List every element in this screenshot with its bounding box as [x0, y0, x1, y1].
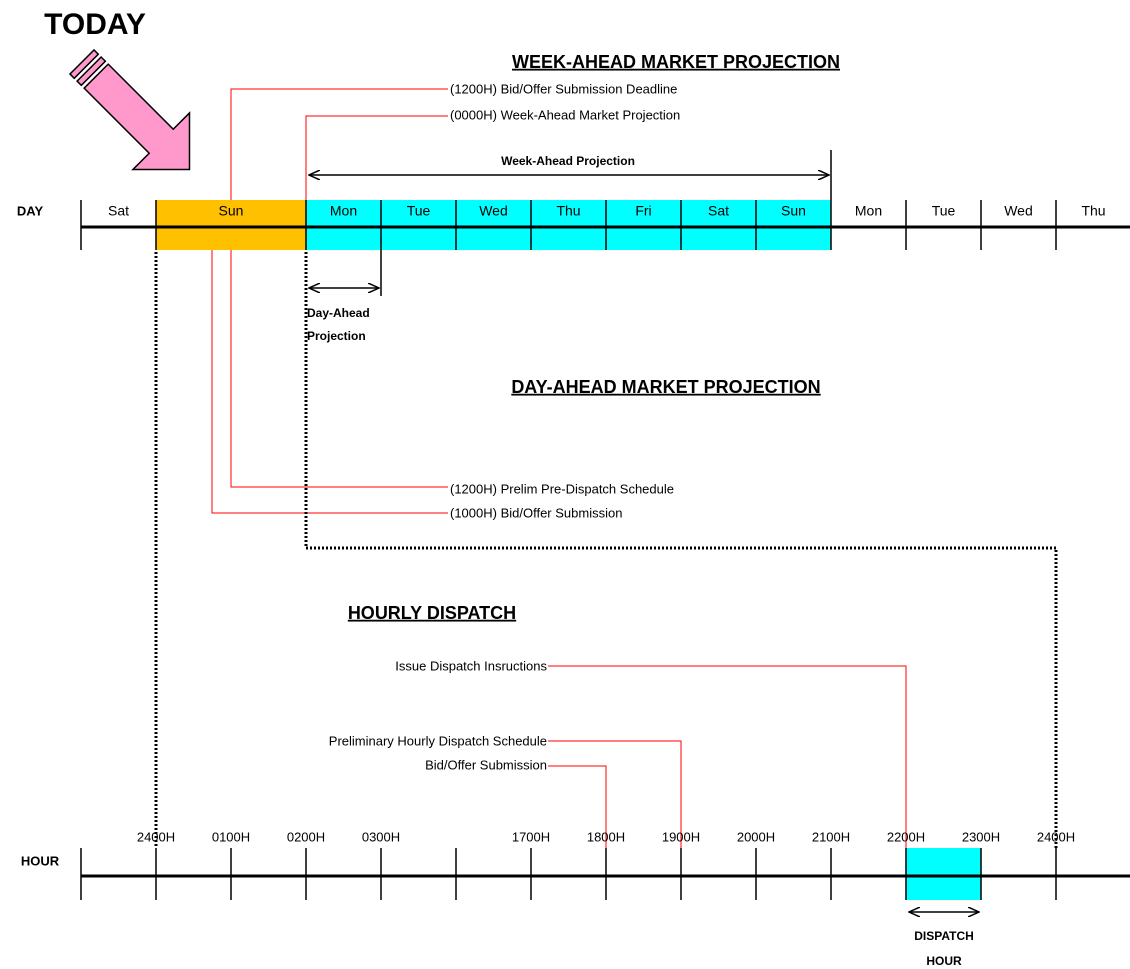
day-label: Fri	[635, 203, 651, 219]
today-arrow	[54, 34, 218, 198]
day-row: DAY Sat Sun Mon Tue Wed Thu Fri Sat Sun Mon Tue Wed…	[17, 200, 1130, 250]
span-label: Week-Ahead Projection	[501, 154, 635, 168]
annotation: (1200H) Prelim Pre-Dispatch Schedule	[450, 481, 674, 496]
timeline-diagram: TODAY WEEK-AHEAD MARKET PROJECTION (1200…	[0, 0, 1130, 969]
day-label: Sun	[781, 203, 806, 219]
annotation: (1200H) Bid/Offer Submission Deadline	[450, 81, 677, 96]
hour-label: 0100H	[212, 829, 250, 844]
hour-label: 2000H	[737, 829, 775, 844]
hour-label: 0200H	[287, 829, 325, 844]
day-label: Tue	[407, 203, 431, 219]
today-label: TODAY	[44, 8, 146, 41]
annotation: Issue Dispatch Insructions	[395, 658, 547, 673]
connector	[231, 250, 448, 487]
annotation: Preliminary Hourly Dispatch Schedule	[329, 733, 547, 748]
hour-label: 1700H	[512, 829, 550, 844]
hour-label: 2400H	[1037, 829, 1075, 844]
day-label: Wed	[1004, 203, 1033, 219]
dispatch-label: HOUR	[926, 954, 962, 968]
day-label: Mon	[855, 203, 882, 219]
hour-label: 2100H	[812, 829, 850, 844]
day-label: Thu	[556, 203, 580, 219]
hour-label: 2300H	[962, 829, 1000, 844]
day-label: Wed	[479, 203, 508, 219]
span-label: Projection	[307, 329, 366, 343]
connector	[548, 666, 906, 848]
day-label: Tue	[932, 203, 956, 219]
row-label: HOUR	[21, 853, 60, 868]
connector	[212, 250, 448, 513]
hour-label: 2400H	[137, 829, 175, 844]
day-label: Sat	[708, 203, 729, 219]
hour-label: 0300H	[362, 829, 400, 844]
row-label: DAY	[17, 203, 44, 218]
annotation: (1000H) Bid/Offer Submission	[450, 505, 622, 520]
hourly-title: HOURLY DISPATCH	[348, 603, 516, 623]
hour-label: 2200H	[887, 829, 925, 844]
dispatch-cell	[906, 848, 981, 900]
day-label: Sun	[219, 203, 244, 219]
connector	[306, 116, 448, 200]
annotation: Bid/Offer Submission	[425, 757, 547, 772]
hour-label: 1900H	[662, 829, 700, 844]
annotation: (0000H) Week-Ahead Market Projection	[450, 107, 680, 122]
hour-label: 1800H	[587, 829, 625, 844]
day-ahead-title: DAY-AHEAD MARKET PROJECTION	[511, 377, 820, 397]
span-label: Day-Ahead	[307, 306, 370, 320]
week-ahead-title: WEEK-AHEAD MARKET PROJECTION	[512, 52, 840, 72]
dispatch-label: DISPATCH	[914, 929, 974, 943]
hour-row: HOUR 2400H 0100H 0200H 0300H 1700H 1800H 1900H…	[21, 829, 1130, 900]
day-label: Mon	[330, 203, 357, 219]
day-label: Thu	[1081, 203, 1105, 219]
connector	[231, 89, 448, 200]
day-label: Sat	[108, 203, 129, 219]
